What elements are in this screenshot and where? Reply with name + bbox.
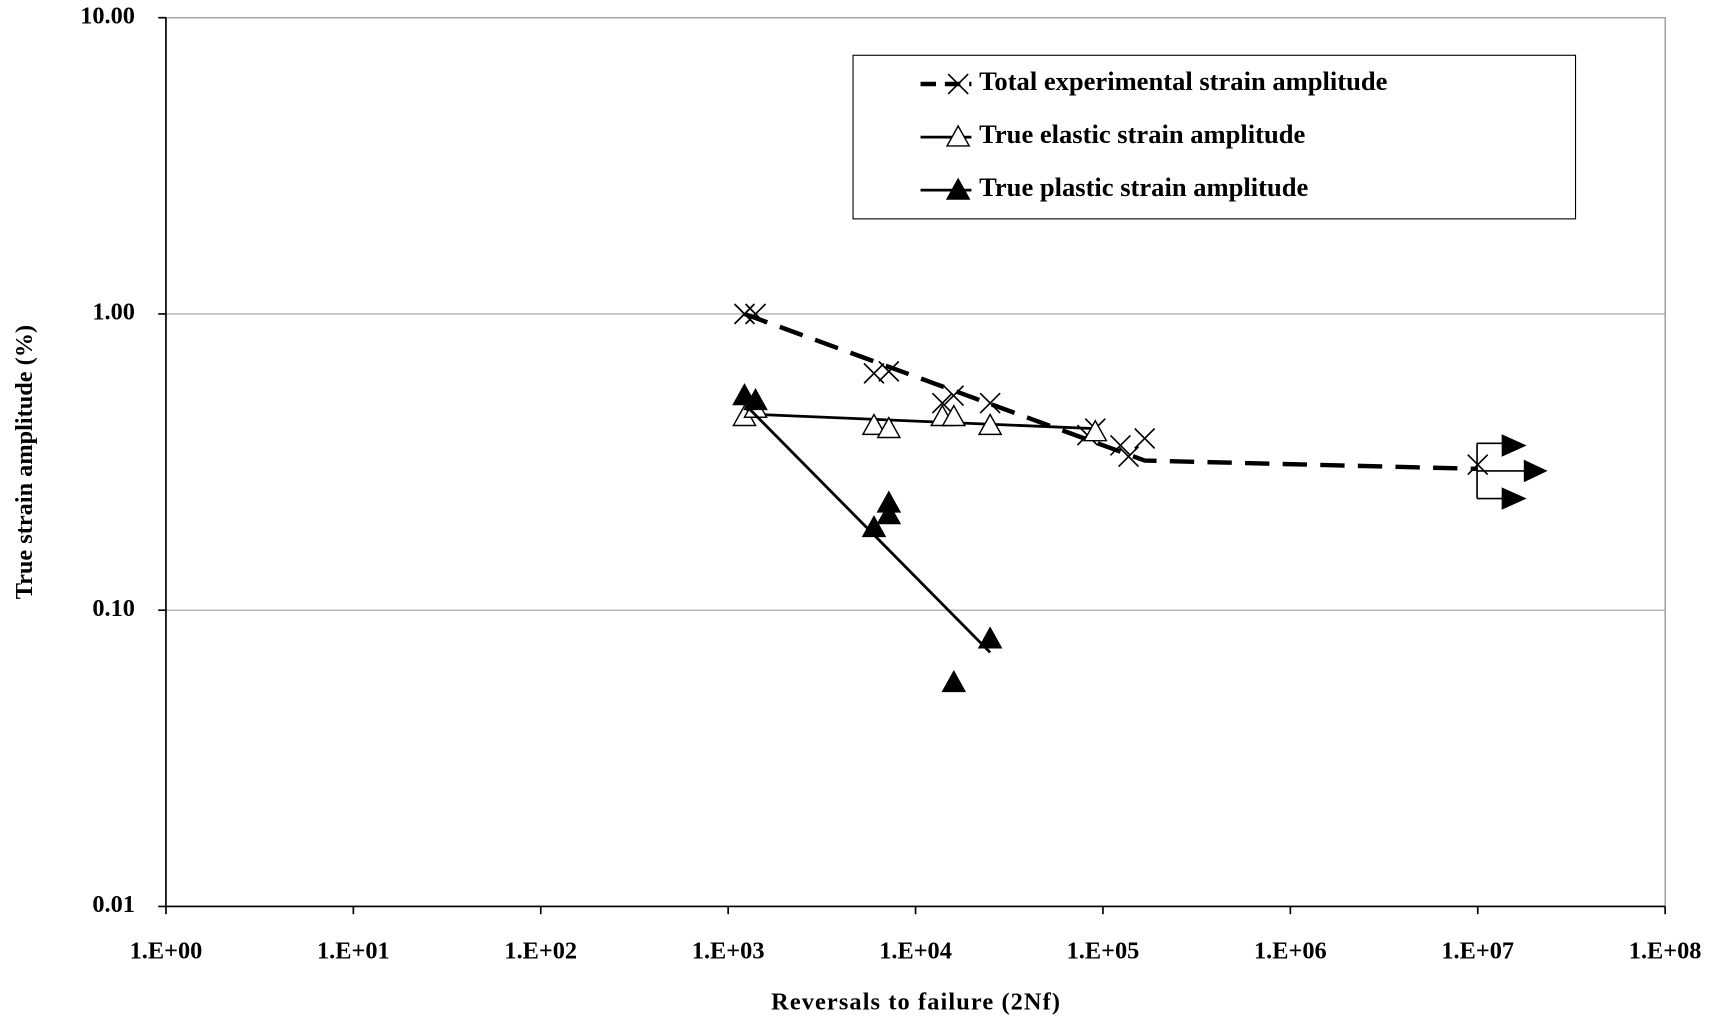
x-marker [1109, 434, 1132, 456]
x-axis-label: Reversals to failure (2Nf) [771, 988, 1061, 1015]
open-triangle-marker [876, 416, 902, 439]
x-marker [1134, 427, 1156, 449]
runout-arrows [1476, 434, 1548, 510]
open-triangle-marker [977, 413, 1003, 436]
legend-label: True elastic strain amplitude [979, 119, 1305, 149]
x-marker [1467, 454, 1489, 476]
y-tick-label: 0.10 [92, 595, 135, 622]
x-marker [1118, 446, 1140, 468]
x-tick-label: 1.E+07 [1441, 937, 1514, 964]
y-tick-label: 0.01 [92, 891, 135, 918]
filled-triangle-marker [945, 177, 971, 200]
arrow-head [1501, 487, 1527, 510]
x-tick-label: 1.E+02 [504, 937, 577, 964]
x-tick-label: 1.E+04 [879, 937, 952, 964]
fit-line [744, 412, 1096, 431]
open-triangle-marker [945, 124, 971, 147]
y-axis-label: True strain amplitude (%) [11, 325, 38, 599]
x-marker [931, 392, 953, 414]
x-tick-label: 1.E+00 [130, 937, 203, 964]
x-tick-label: 1.E+06 [1254, 937, 1327, 964]
y-tick-label: 1.00 [92, 299, 135, 326]
x-marker [878, 360, 900, 382]
x-marker [744, 303, 767, 325]
fit-line [743, 311, 1478, 472]
open-triangle-marker [941, 404, 967, 427]
legend-label: Total experimental strain amplitude [979, 66, 1387, 96]
open-triangle-marker [861, 413, 887, 436]
arrow-head [1501, 434, 1527, 457]
legend-label: True plastic strain amplitude [979, 172, 1308, 202]
y-tick-label: 10.00 [80, 2, 135, 29]
x-tick-label: 1.E+01 [317, 937, 390, 964]
x-marker [733, 303, 756, 325]
x-tick-label: 1.E+08 [1629, 937, 1702, 964]
x-marker [979, 392, 1001, 414]
filled-triangle-marker [941, 669, 967, 693]
filled-triangle-marker [861, 515, 887, 538]
x-marker [943, 385, 965, 407]
filled-triangle-marker [977, 626, 1003, 649]
arrow-head [1523, 459, 1548, 483]
filled-triangle-marker [876, 502, 902, 525]
filled-triangle-marker [743, 388, 768, 411]
x-tick-label: 1.E+03 [692, 937, 765, 964]
x-marker [947, 73, 969, 95]
open-triangle-marker [1082, 419, 1108, 442]
x-tick-label: 1.E+05 [1067, 937, 1140, 964]
legend-box [852, 54, 1577, 220]
